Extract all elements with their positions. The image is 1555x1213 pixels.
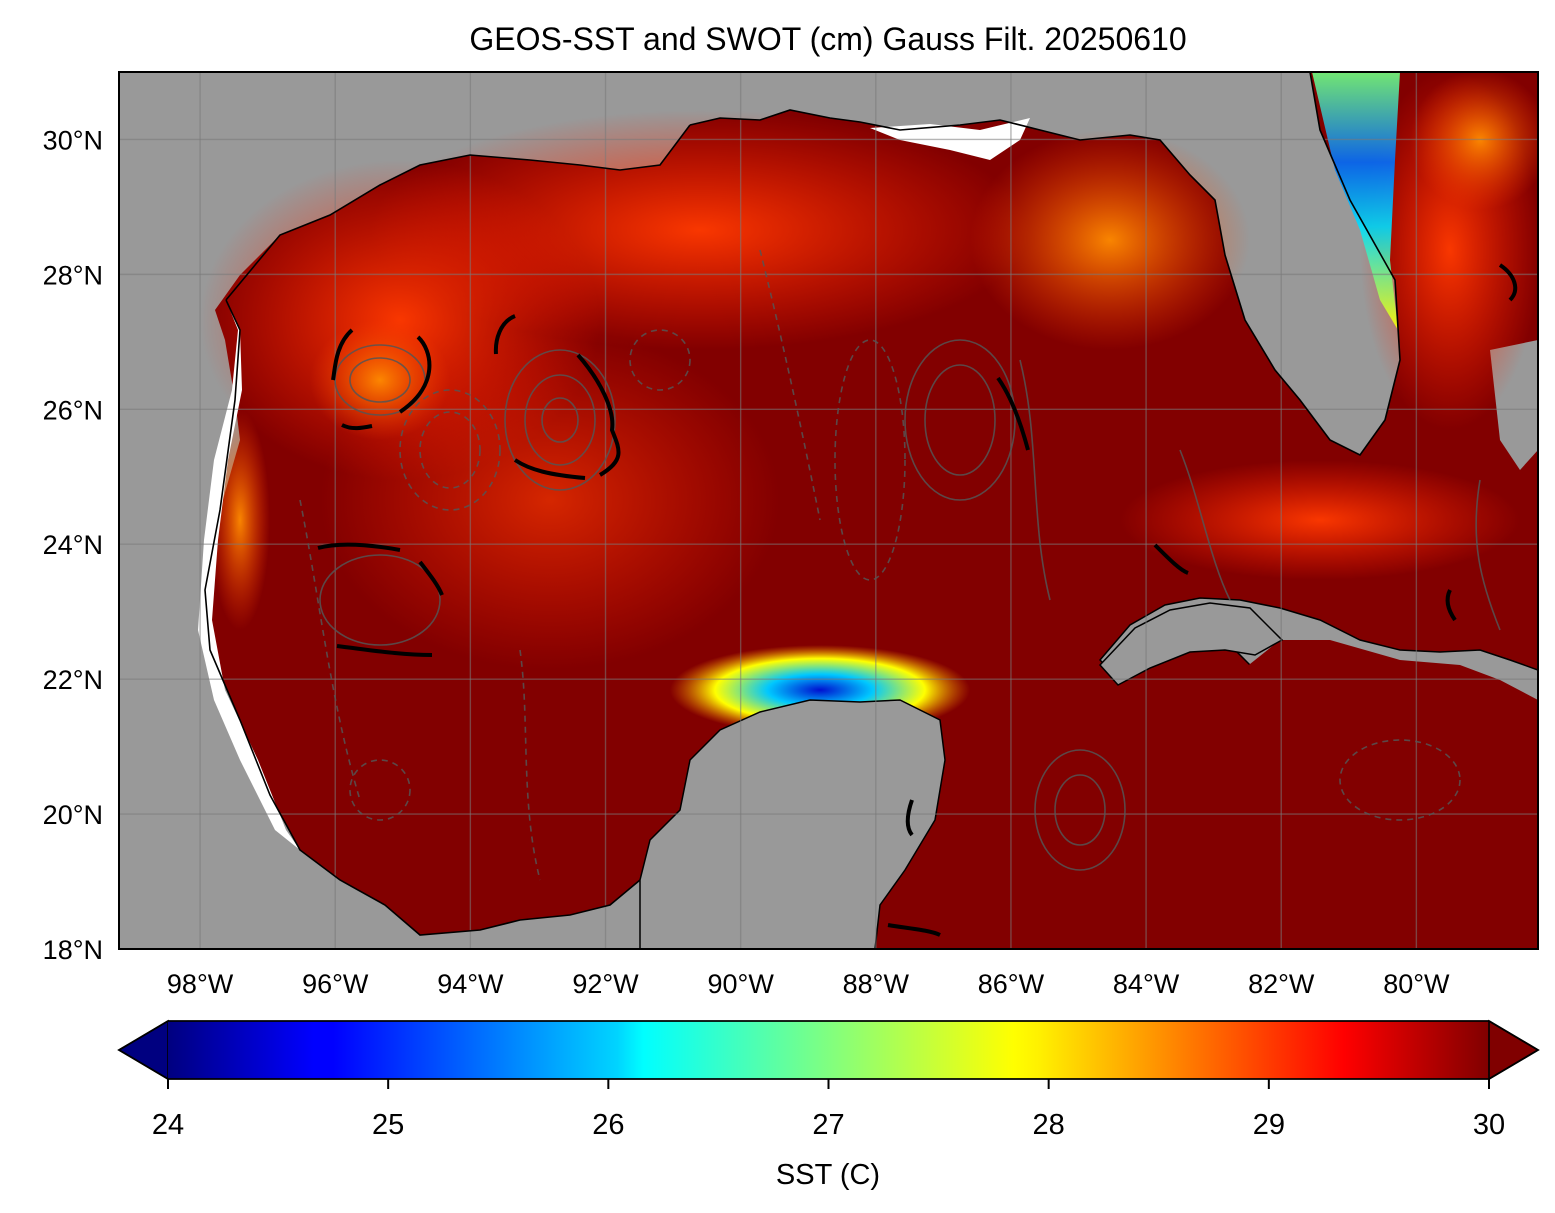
lat-tick-label: 26°N	[43, 395, 103, 425]
colorbar-tick-label: 27	[812, 1109, 844, 1141]
colorbar: 24 25 26 27 28 29 30 SST (C)	[117, 1019, 1540, 1191]
lon-tick-label: 96°W	[302, 969, 369, 999]
colorbar-tick-label: 29	[1253, 1109, 1285, 1141]
map-title: GEOS-SST and SWOT (cm) Gauss Filt. 20250…	[469, 21, 1186, 57]
colorbar-label: SST (C)	[776, 1159, 880, 1191]
lon-tick-label: 98°W	[167, 969, 234, 999]
colorbar-extend-high	[1488, 1019, 1540, 1081]
yucatan-land	[639, 699, 946, 949]
lat-tick-label: 30°N	[43, 125, 103, 155]
cool-coastal-strip	[1312, 72, 1400, 330]
lat-tick-label: 28°N	[43, 260, 103, 290]
lon-tick-label: 94°W	[437, 969, 504, 999]
coastal-fringe-west	[198, 300, 300, 850]
longitude-axis: 98°W 96°W 94°W 92°W 90°W 88°W 86°W 84°W 82°W 80°W	[167, 969, 1450, 999]
colorbar-tick-label: 24	[152, 1109, 184, 1141]
latitude-axis: 30°N 28°N 26°N 24°N 22°N 20°N 18°N	[43, 125, 103, 965]
lat-tick-label: 18°N	[43, 935, 103, 965]
warm-patch-shelf	[970, 130, 1250, 350]
colorbar-tick-label: 30	[1473, 1109, 1505, 1141]
lon-tick-label: 90°W	[707, 969, 774, 999]
map-area	[119, 72, 1538, 949]
colorbar-tick-label: 25	[372, 1109, 404, 1141]
lat-tick-label: 22°N	[43, 665, 103, 695]
lat-tick-label: 20°N	[43, 800, 103, 830]
colorbar-gradient	[168, 1021, 1489, 1079]
ssh-zero-contours	[317, 263, 1518, 937]
map-frame	[118, 71, 1539, 950]
lat-tick-label: 24°N	[43, 530, 103, 560]
cuba-south-coast-sea	[1245, 640, 1538, 770]
colorbar-tick-label: 26	[592, 1109, 624, 1141]
ssh-contours	[299, 249, 1501, 881]
colorbar-tick-label: 28	[1033, 1109, 1065, 1141]
colorbar-extend-low	[117, 1019, 169, 1081]
loop-current-band	[1120, 460, 1520, 580]
graticule	[119, 72, 1538, 949]
lon-tick-label: 92°W	[572, 969, 639, 999]
coastline	[204, 72, 1401, 936]
colorbar-ticks: 24 25 26 27 28 29 30	[152, 1079, 1505, 1141]
lon-tick-label: 86°W	[978, 969, 1045, 999]
lon-tick-label: 82°W	[1248, 969, 1315, 999]
warm-patch-atlantic-north	[1410, 72, 1538, 210]
lon-tick-label: 84°W	[1113, 969, 1180, 999]
lon-tick-label: 88°W	[843, 969, 910, 999]
lon-tick-label: 80°W	[1383, 969, 1450, 999]
